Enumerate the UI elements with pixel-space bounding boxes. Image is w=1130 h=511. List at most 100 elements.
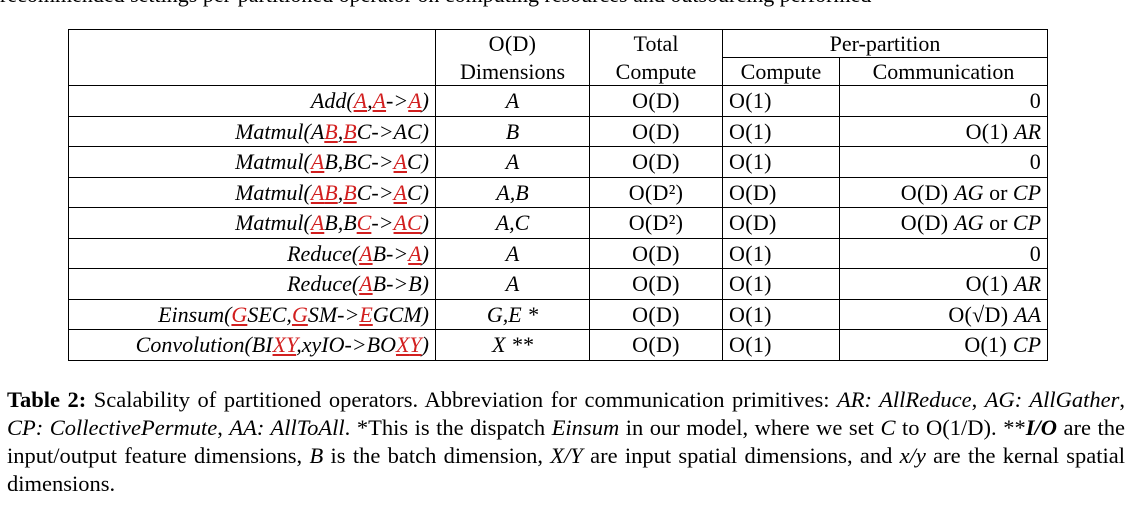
communication-text: 0 <box>1029 149 1042 174</box>
communication-text: O(√D) <box>948 301 1015 327</box>
operator-text: B->B) <box>372 271 429 296</box>
header-per-partition: Per-partition <box>721 29 1049 58</box>
highlighted-dimension: C <box>356 210 372 235</box>
operator-text: B-> <box>372 240 409 266</box>
cell-operator: Add(A,A->A) <box>68 85 436 117</box>
operator-text: , <box>367 88 373 113</box>
operator-text: , <box>337 179 344 205</box>
highlighted-dimension: A <box>408 88 422 113</box>
cell-pp-compute: O(D) <box>722 207 840 239</box>
cell-pp-communication: O(1) AR <box>838 268 1049 300</box>
table-row: Reduce(AB->B) A O(D) O(1) O(1) AR <box>68 268 1049 300</box>
cell-total-compute: O(D²) <box>589 207 723 239</box>
cell-total-compute: O(D²) <box>589 176 723 208</box>
highlighted-dimension: B <box>343 118 357 144</box>
caption-text: AG: AllGather <box>984 387 1120 412</box>
table-row: Matmul(AB,BC->AC) A,B O(D²) O(D) O(D) AG or … <box>68 176 1049 208</box>
communication-text: O(1) <box>965 118 1015 144</box>
highlighted-dimension: Y <box>286 332 297 357</box>
cell-operator: Matmul(AB,BC->AC) <box>68 146 436 178</box>
caption-text: is the batch dimension, <box>323 443 551 468</box>
header-dims-line2: Dimensions <box>435 57 590 86</box>
highlighted-dimension: A <box>372 88 387 113</box>
caption-text: are the input/output feature dimensions, <box>7 415 1125 468</box>
cell-dimensions: A <box>435 268 590 300</box>
caption-text: Scalability of partitioned operators. Ab… <box>86 387 838 412</box>
communication-text: AG <box>954 210 984 235</box>
caption-text: are input spatial dimensions, and <box>582 443 900 468</box>
cell-operator: Matmul(AB,BC->AC) <box>68 207 436 239</box>
highlighted-dimension: A <box>359 240 373 266</box>
cell-dimensions: G,E * <box>435 298 590 330</box>
communication-text: O(1) <box>965 271 1015 296</box>
header-row-1: O(D) Total Per-partition <box>68 29 1049 86</box>
highlighted-dimension: A <box>359 271 373 296</box>
operator-text: -> <box>386 88 409 113</box>
cell-pp-communication: 0 <box>838 146 1049 178</box>
communication-text: O(D) <box>900 210 955 235</box>
caption-text: CP: CollectivePermute <box>7 415 218 440</box>
caption-text: are the kernal spatial dimensions. <box>7 443 1125 496</box>
header-row-2: Dimensions Compute Compute Communication <box>69 57 1049 86</box>
cell-total-compute: O(D) <box>589 237 723 269</box>
scalability-table: O(D) Total Per-partition Dimensions Comp… <box>68 29 1049 361</box>
cell-operator: Reduce(AB->B) <box>68 268 436 300</box>
operator-text: Matmul( <box>235 210 311 235</box>
operator-text: B,BC-> <box>324 149 394 174</box>
cell-pp-compute: O(1) <box>722 237 840 269</box>
communication-text: or <box>983 210 1013 235</box>
cell-pp-communication: 0 <box>838 237 1049 269</box>
caption-text: Einsum <box>551 415 620 440</box>
communication-text: AR <box>1014 271 1042 296</box>
cell-operator: Matmul(AB,BC->AC) <box>68 115 436 147</box>
operator-text: SM-> <box>307 301 360 327</box>
highlighted-dimension: A <box>393 179 407 205</box>
cell-pp-compute: O(1) <box>722 298 840 330</box>
highlighted-dimension: E <box>359 301 373 327</box>
cell-dimensions: X ** <box>435 329 590 361</box>
cell-total-compute: O(D) <box>589 85 723 117</box>
header-pp-communication: Communication <box>838 57 1049 86</box>
highlighted-dimension: B <box>343 179 357 205</box>
operator-text: Convolution(BI <box>135 332 273 357</box>
cell-pp-compute: O(1) <box>722 329 840 361</box>
caption-text: x/y <box>899 443 926 468</box>
caption-text: to O(1/D). ** <box>895 415 1026 440</box>
cell-pp-communication: O(1) CP <box>838 329 1049 361</box>
caption-text: . *This is the dispatch <box>344 415 552 440</box>
cell-dimensions: A,B <box>435 176 590 208</box>
header-total-line1: Total <box>589 29 723 58</box>
cell-pp-compute: O(1) <box>722 268 840 300</box>
cell-pp-compute: O(1) <box>722 146 840 178</box>
communication-text: AA <box>1014 301 1042 327</box>
operator-text: B,B <box>324 210 357 235</box>
operator-text: Matmul( <box>235 149 311 174</box>
communication-text: CP <box>1012 179 1042 205</box>
cell-pp-compute: O(1) <box>722 115 840 147</box>
communication-text: or <box>983 179 1013 205</box>
highlighted-dimension: A <box>408 240 422 266</box>
operator-text: GCM) <box>372 301 429 327</box>
cell-dimensions: A <box>435 237 590 269</box>
caption-text: I/O <box>1025 415 1057 440</box>
table-row: Einsum(GSEC,GSM->EGCM) G,E * O(D) O(1) O(√D)… <box>68 298 1049 330</box>
operator-text: ) <box>421 240 429 266</box>
communication-text: CP <box>1012 332 1042 357</box>
operator-text: Einsum( <box>158 301 232 327</box>
cell-total-compute: O(D) <box>589 329 723 361</box>
communication-text: AG <box>954 179 984 205</box>
operator-text: Add( <box>310 88 354 113</box>
operator-text: , <box>337 118 344 144</box>
header-operator <box>68 29 436 86</box>
operator-text: ) <box>421 88 429 113</box>
caption-text: AR: AllReduce <box>837 387 972 412</box>
table-row: Matmul(AB,BC->AC) A,C O(D²) O(D) O(D) AG or … <box>68 207 1049 239</box>
highlighted-dimension: A <box>310 179 325 205</box>
communication-text: O(D) <box>900 179 955 205</box>
operator-text: ) <box>421 210 429 235</box>
highlighted-dimension: G <box>291 301 308 327</box>
caption-text: X/Y <box>550 443 583 468</box>
cell-operator: Matmul(AB,BC->AC) <box>68 176 436 208</box>
caption-text: , <box>217 415 230 440</box>
cell-operator: Convolution(BIXY,xyIO->BOXY) <box>68 329 436 361</box>
